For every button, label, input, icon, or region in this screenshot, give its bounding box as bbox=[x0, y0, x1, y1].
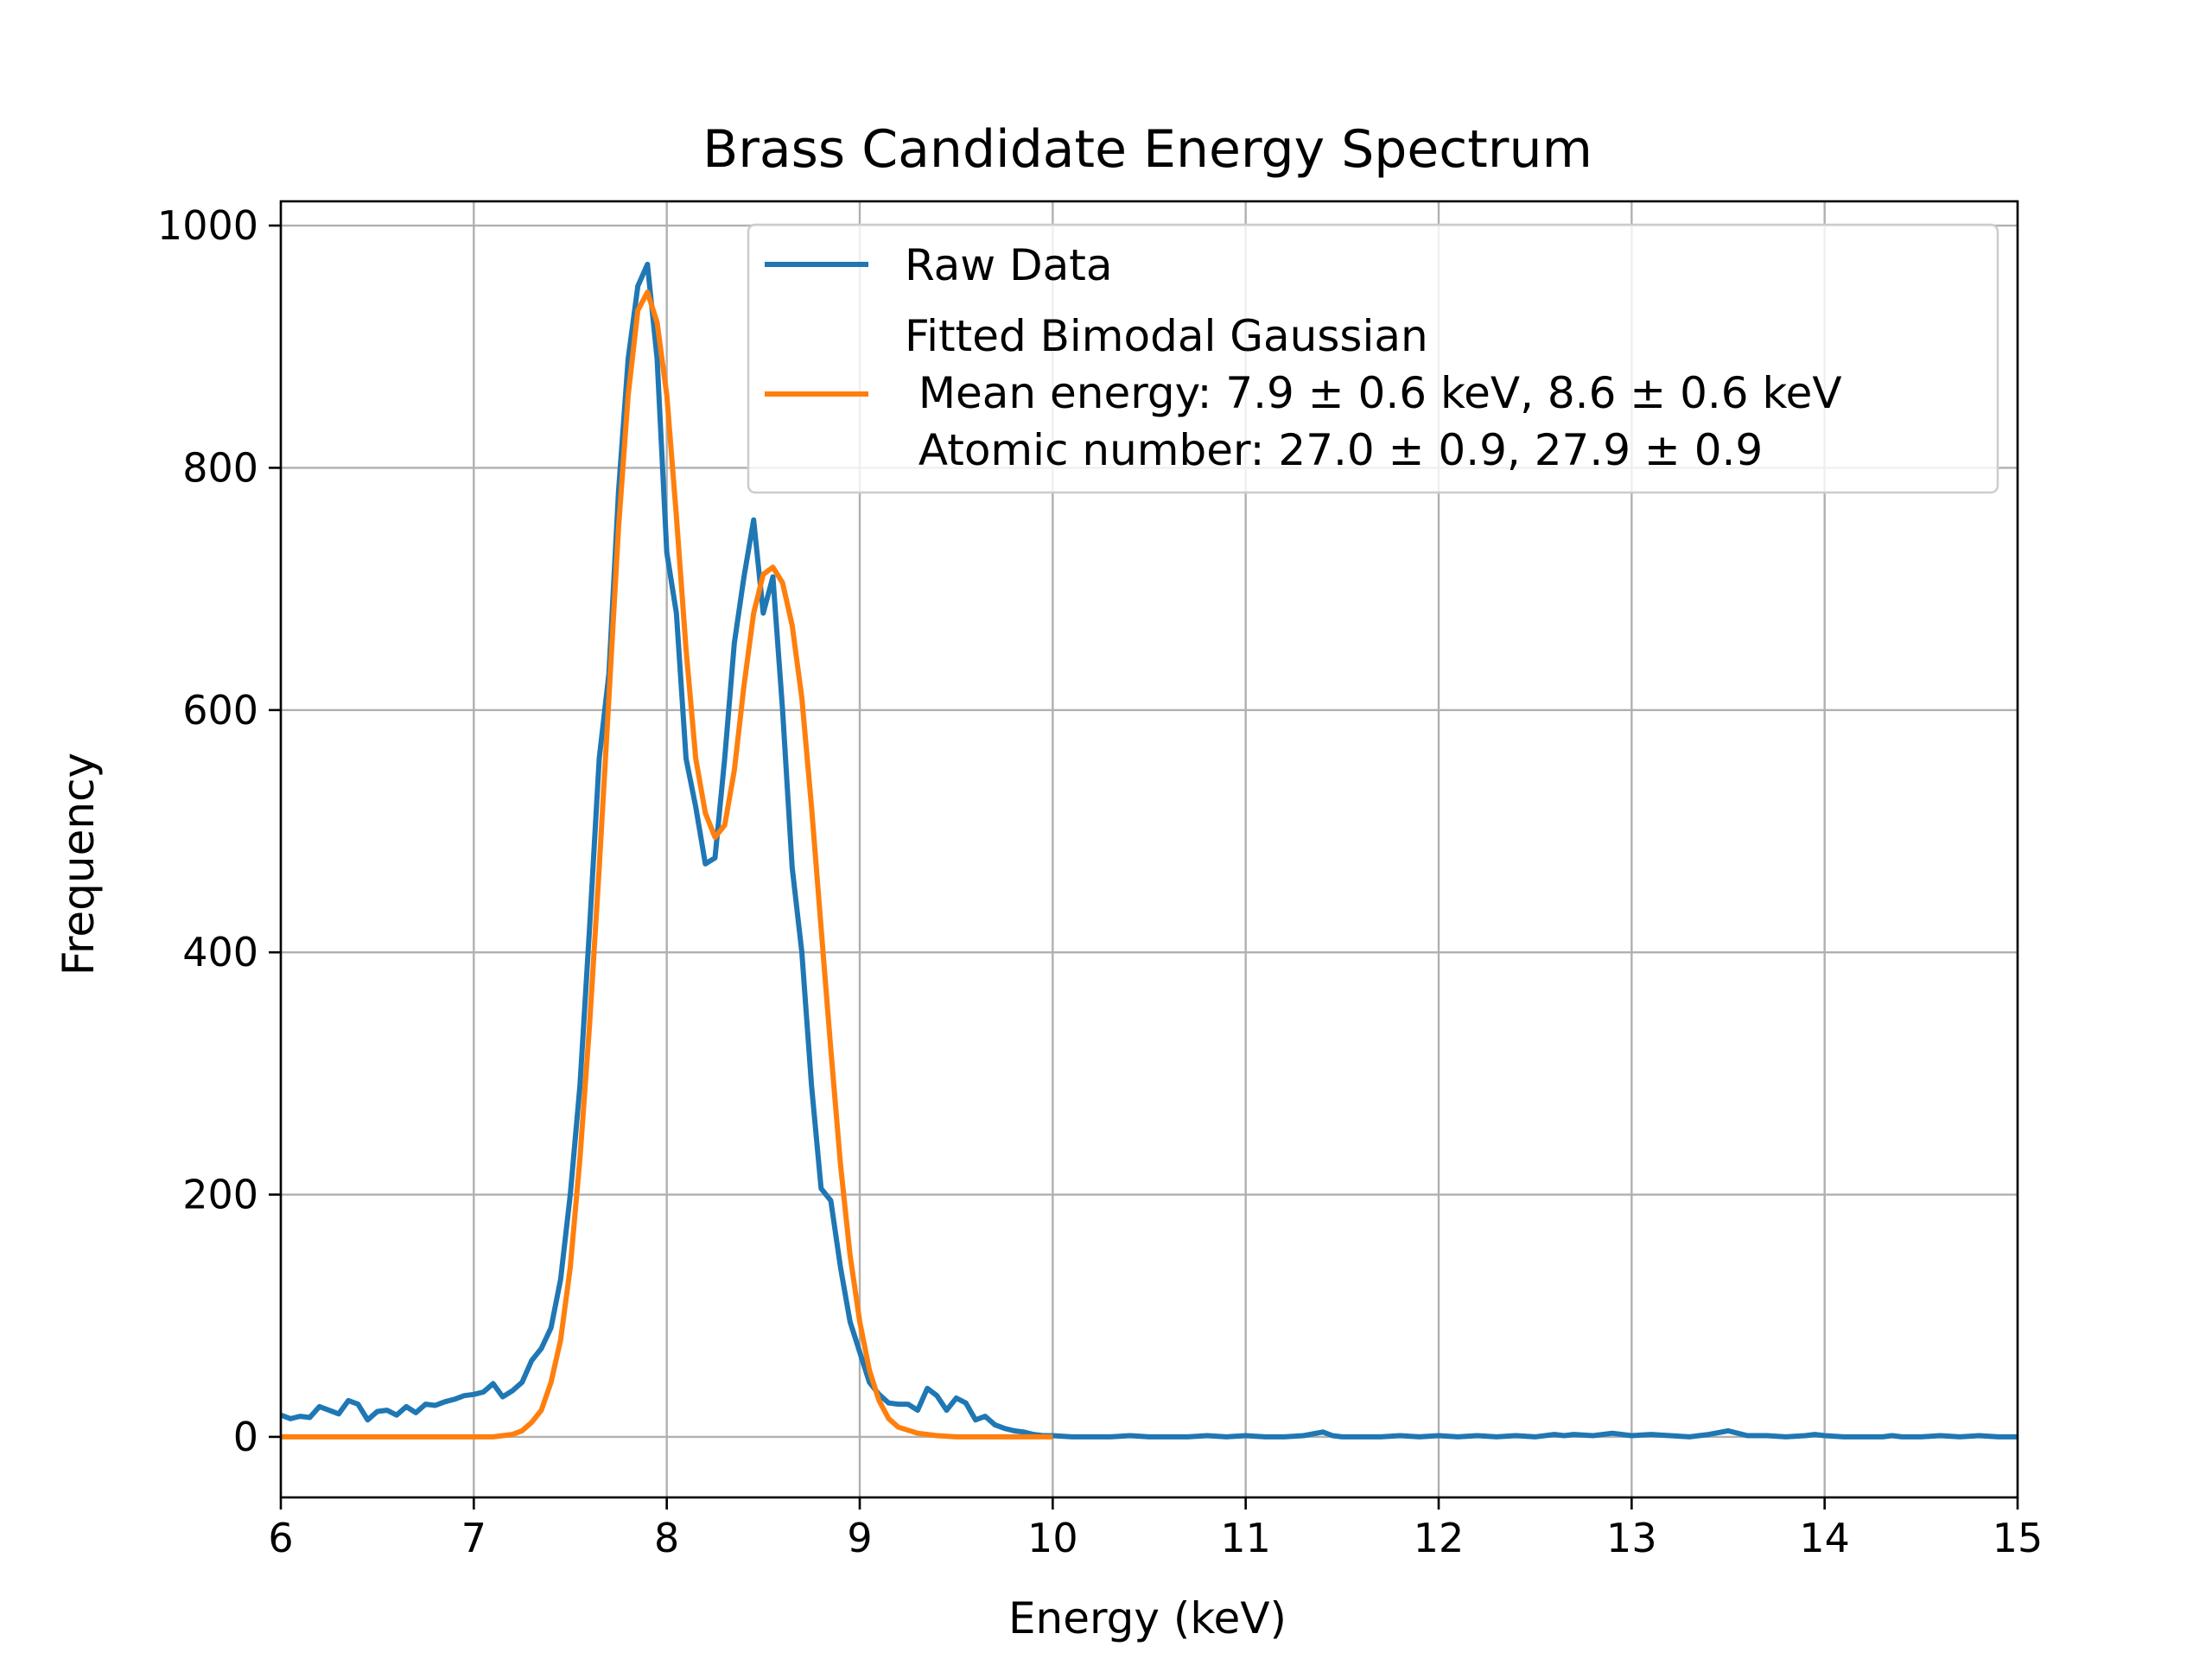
x-tick-label: 14 bbox=[1799, 1515, 1850, 1561]
chart-title: Brass Candidate Energy Spectrum bbox=[702, 119, 1592, 180]
legend-raw-label: Raw Data bbox=[905, 240, 1112, 290]
legend: Raw Data Fitted Bimodal Gaussian Mean en… bbox=[747, 223, 1999, 494]
x-tick-label: 7 bbox=[461, 1515, 486, 1561]
y-axis-label: Frequency bbox=[54, 753, 104, 976]
plot-lines bbox=[279, 261, 2018, 1440]
x-tick-label: 10 bbox=[1027, 1515, 1078, 1561]
plot-frame bbox=[279, 200, 2019, 1499]
y-tick-label: 600 bbox=[182, 687, 258, 734]
legend-box bbox=[747, 223, 1999, 494]
x-tick-label: 6 bbox=[268, 1515, 293, 1561]
legend-fit-label-line-1: Fitted Bimodal Gaussian bbox=[905, 311, 1428, 361]
fitted-gaussian-line bbox=[281, 289, 1053, 1440]
x-tick-label: 13 bbox=[1606, 1515, 1657, 1561]
y-tick-label: 1000 bbox=[157, 202, 258, 249]
legend-fit-label-line-3: Atomic number: 27.0 ± 0.9, 27.9 ± 0.9 bbox=[905, 425, 1763, 475]
legend-fit-label-line-2: Mean energy: 7.9 ± 0.6 keV, 8.6 ± 0.6 ke… bbox=[905, 368, 1842, 418]
axis-ticks: 6 7 8 9 10 11 12 13 14 15 0 200 400 600 800 1000 bbox=[157, 202, 2043, 1561]
y-tick-label: 0 bbox=[233, 1414, 258, 1460]
x-tick-label: 12 bbox=[1414, 1515, 1465, 1561]
x-tick-label: 8 bbox=[654, 1515, 679, 1561]
y-tick-label: 800 bbox=[182, 444, 258, 491]
x-tick-label: 15 bbox=[1993, 1515, 2044, 1561]
raw-data-line bbox=[279, 261, 2018, 1440]
y-tick-label: 200 bbox=[182, 1172, 258, 1218]
x-axis-label: Energy (keV) bbox=[1008, 1593, 1287, 1643]
x-tick-label: 9 bbox=[847, 1515, 872, 1561]
x-tick-label: 11 bbox=[1220, 1515, 1271, 1561]
y-tick-label: 400 bbox=[182, 929, 258, 976]
